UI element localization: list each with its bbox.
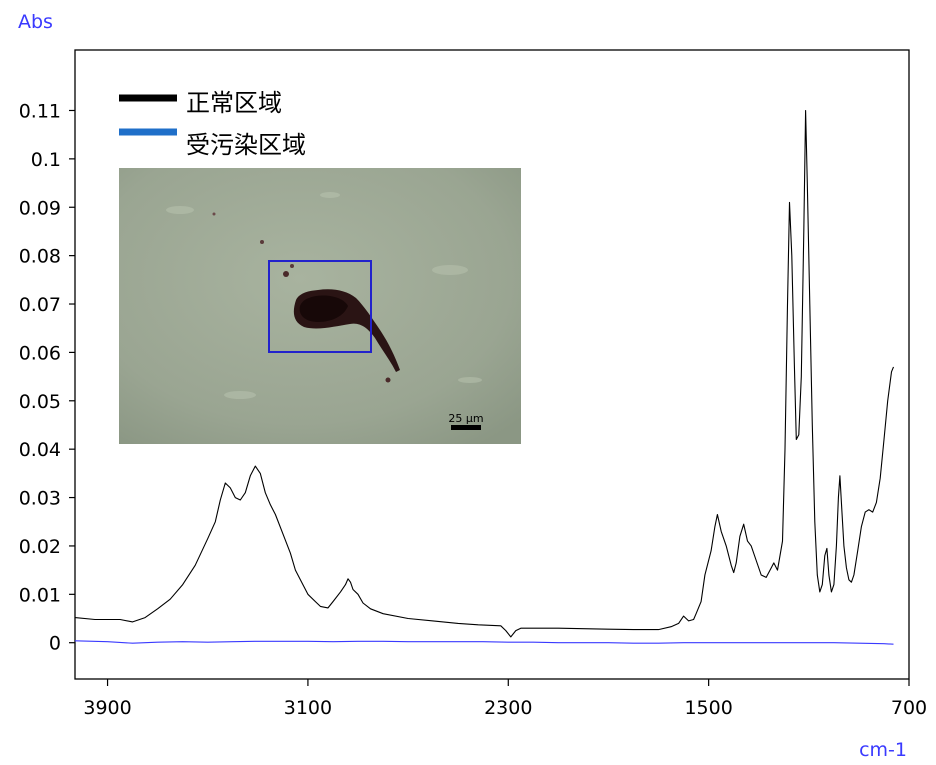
x-tick-label: 3100 (284, 697, 332, 719)
y-tick-label: 0.02 (19, 536, 61, 558)
y-axis-unit: Abs (18, 11, 53, 33)
y-tick-label: 0 (49, 633, 61, 655)
y-tick-label: 0.01 (19, 584, 61, 606)
y-tick-label: 0.05 (19, 391, 61, 413)
y-tick-label: 0.06 (19, 342, 61, 364)
x-tick-label: 3900 (83, 697, 131, 719)
y-tick-label: 0.07 (19, 294, 61, 316)
scale-bar (451, 425, 481, 430)
micrograph-texture (166, 192, 482, 399)
y-tick-label: 0.1 (31, 149, 61, 171)
y-tick-label: 0.11 (19, 100, 61, 122)
x-axis-ticks: 3900 3100 2300 1500 700 (83, 679, 927, 719)
contaminant-particle (212, 212, 400, 383)
plot-frame (74, 49, 910, 680)
y-axis-ticks: 0.11 0.1 0.09 0.08 0.07 0.06 0.05 0.04 0.03 0.02 0… (19, 100, 75, 655)
y-tick-label: 0.08 (19, 246, 61, 268)
x-axis-unit: cm-1 (859, 739, 907, 761)
x-tick-label: 1500 (684, 697, 732, 719)
analysis-region-box (268, 260, 372, 353)
series-layer (74, 109, 895, 645)
legend: 正常区域 受污染区域 (119, 89, 306, 159)
series-line-normal (74, 109, 895, 638)
y-tick-label: 0.03 (19, 488, 61, 510)
scale-bar-label: 25 µm (448, 412, 483, 425)
micrograph-inset: 25 µm (119, 168, 521, 444)
x-tick-label: 700 (891, 697, 927, 719)
series-line-contaminated (74, 640, 894, 645)
legend-label-normal: 正常区域 (186, 89, 282, 117)
y-tick-label: 0.09 (19, 197, 61, 219)
x-tick-label: 2300 (484, 697, 532, 719)
y-tick-label: 0.04 (19, 439, 61, 461)
legend-label-contaminated: 受污染区域 (186, 131, 306, 159)
